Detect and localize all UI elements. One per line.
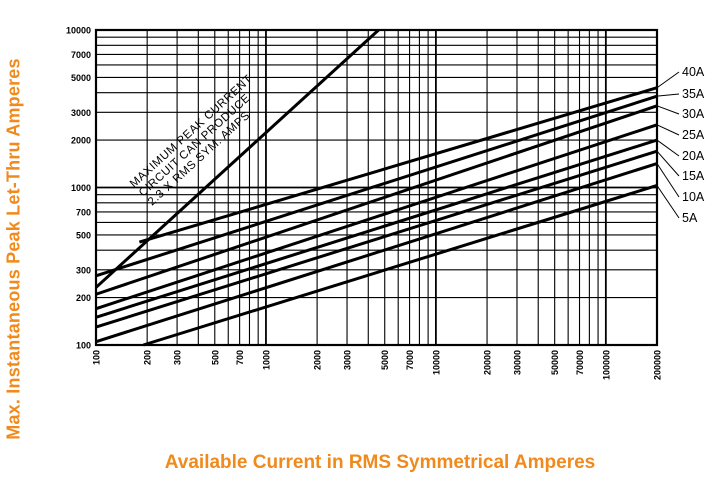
annotation-line: CIRCUIT CAN PRODUCE (137, 92, 253, 199)
y-tick-label: 300 (76, 265, 91, 275)
y-tick-label: 10000 (66, 26, 91, 36)
x-tick-label: 2000 (313, 350, 323, 370)
series-label-40A: 40A (682, 65, 705, 79)
x-tick-label: 5000 (380, 350, 390, 370)
peak-current-line (94, 28, 380, 289)
x-tick-label: 1000 (261, 350, 271, 370)
series-leader (656, 163, 680, 198)
y-tick-label: 7000 (71, 50, 91, 60)
x-tick-label: 100 (92, 350, 102, 365)
series-line-20A (95, 138, 658, 319)
series-label-20A: 20A (682, 149, 705, 163)
x-tick-label: 500 (210, 350, 220, 365)
y-tick-label: 100 (76, 341, 91, 351)
x-tick-label: 70000 (575, 350, 585, 375)
series-line-35A (95, 94, 658, 278)
x-tick-label: 50000 (550, 350, 560, 375)
series-label-30A: 30A (682, 107, 705, 121)
x-tick-label: 30000 (512, 350, 522, 375)
series-label-35A: 35A (682, 87, 705, 101)
series-label-25A: 25A (682, 128, 705, 142)
series-line-40A (138, 86, 658, 244)
series-leader (656, 105, 680, 115)
x-tick-label: 100000 (601, 350, 611, 380)
series-leader (656, 150, 680, 177)
y-tick-label: 200 (76, 293, 91, 303)
x-tick-label: 700 (235, 350, 245, 365)
y-tick-label: 5000 (71, 73, 91, 83)
x-tick-label: 3000 (343, 350, 353, 370)
series-leader (656, 139, 680, 157)
series-line-30A (95, 104, 658, 296)
series-line-10A (95, 162, 658, 344)
series-label-15A: 15A (682, 169, 705, 183)
x-axis-title: Available Current in RMS Symmetrical Amp… (164, 452, 596, 473)
y-tick-label: 500 (76, 230, 91, 240)
series-line-25A (95, 123, 658, 311)
x-tick-label: 200 (143, 350, 153, 365)
series-line-15A (95, 149, 658, 329)
x-tick-label: 20000 (483, 350, 493, 375)
y-tick-label: 1000 (71, 183, 91, 193)
y-tick-label: 3000 (71, 108, 91, 118)
series-leader (656, 185, 680, 219)
y-tick-label: 2000 (71, 136, 91, 146)
let-thru-curves (94, 28, 658, 347)
x-tick-label: 300 (173, 350, 183, 365)
series-label-5A: 5A (682, 211, 698, 225)
series-label-10A: 10A (682, 190, 705, 204)
series-leader (656, 71, 680, 89)
series-labels: 40A 35A 30A 25A 20A 15A 10A 5A (656, 65, 705, 225)
y-tick-labels: 100 200 300 500 700 1000 2000 3000 5000 7000 10000 (66, 26, 91, 351)
series-leader (656, 93, 680, 97)
series-line-5A (142, 184, 658, 347)
x-tick-label: 10000 (431, 350, 441, 375)
x-tick-labels: 100 200 300 500 700 1000 2000 3000 5000 7000 10000… (92, 350, 663, 380)
x-tick-label: 7000 (405, 350, 415, 370)
series-leader (656, 124, 680, 136)
x-tick-label: 200000 (653, 350, 663, 380)
y-tick-label: 700 (76, 207, 91, 217)
